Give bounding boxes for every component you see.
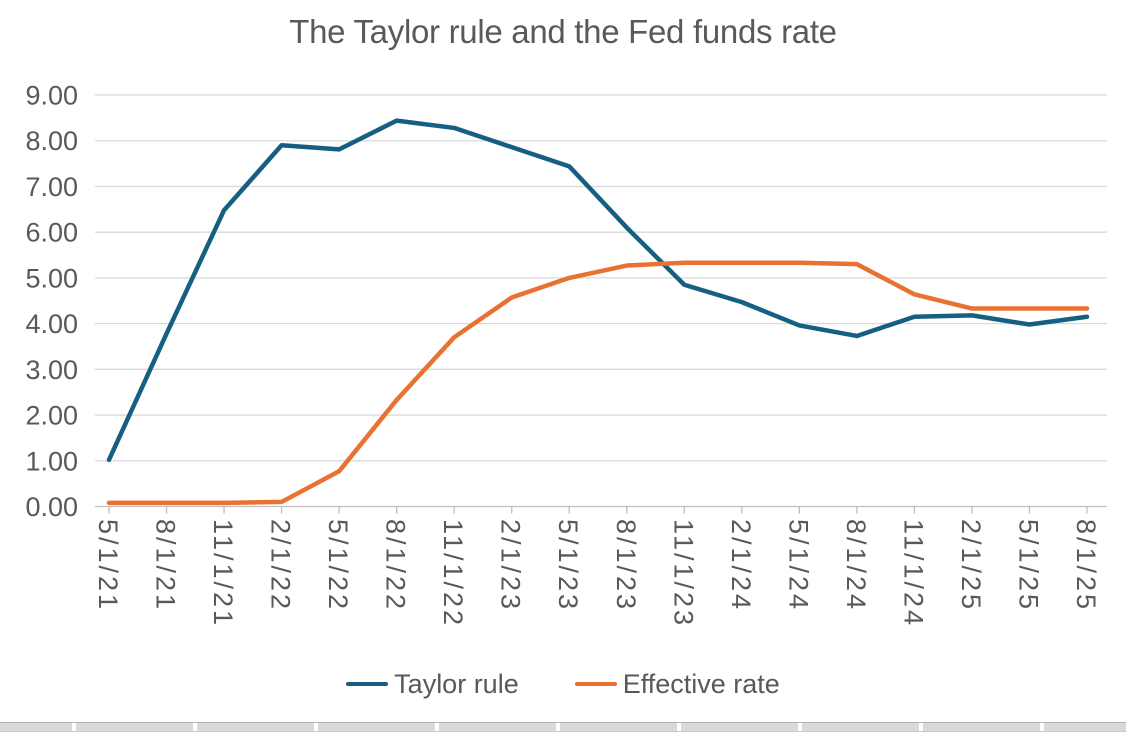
x-axis-tick-label: 8/1/22	[381, 519, 411, 612]
x-axis-tick-label: 2/1/23	[496, 519, 526, 612]
x-axis-tick-label: 8/1/23	[611, 519, 641, 612]
legend-label-taylor-rule: Taylor rule	[394, 668, 519, 699]
series-line-effective-rate	[106, 260, 1090, 506]
y-axis-tick-label: 0.00	[25, 492, 78, 522]
cell-divider	[435, 723, 439, 731]
x-axis-tick-label: 2/1/22	[266, 519, 296, 612]
x-axis-tick-label: 2/1/25	[956, 519, 986, 612]
y-axis-tick-label: 1.00	[25, 446, 78, 476]
cell-divider	[556, 723, 560, 731]
y-axis-tick-label: 5.00	[25, 263, 78, 293]
x-axis-tick-label: 5/1/22	[323, 519, 353, 612]
cell-divider	[1040, 723, 1044, 731]
x-axis-tick-label: 11/1/23	[668, 519, 698, 628]
spreadsheet-cells-strip	[0, 722, 1126, 732]
x-axis-tick-label: 5/1/23	[553, 519, 583, 612]
cell-divider	[919, 723, 923, 731]
cell-divider	[798, 723, 802, 731]
series-line-taylor-rule	[106, 118, 1090, 463]
y-axis-tick-label: 6.00	[25, 218, 78, 248]
cell-divider	[314, 723, 318, 731]
legend-swatch-taylor-rule	[346, 681, 389, 687]
y-axis-tick-label: 8.00	[25, 126, 78, 156]
x-axis-tick-label: 5/1/24	[783, 519, 813, 612]
cell-divider	[193, 723, 197, 731]
legend-item-taylor-rule: Taylor rule	[346, 669, 519, 700]
legend-label-effective-rate: Effective rate	[622, 668, 780, 699]
legend-item-effective-rate: Effective rate	[574, 668, 780, 700]
chart-legend: Taylor rule Effective rate	[0, 667, 1126, 701]
x-axis-tick-label: 11/1/21	[208, 519, 238, 628]
cell-divider	[677, 723, 681, 731]
x-axis-tick-label: 2/1/24	[726, 519, 756, 612]
x-axis-tick-label: 11/1/22	[438, 519, 468, 628]
y-axis-tick-label: 4.00	[25, 309, 78, 339]
y-axis-tick-label: 9.00	[25, 81, 78, 111]
x-axis-tick-label: 5/1/21	[93, 519, 123, 612]
x-axis-tick-label: 8/1/24	[841, 519, 871, 612]
y-axis-tick-label: 2.00	[25, 401, 78, 431]
x-axis-tick-label: 8/1/21	[151, 519, 181, 612]
x-axis-tick-label: 5/1/25	[1013, 519, 1043, 612]
y-axis-tick-label: 7.00	[25, 172, 78, 202]
cell-divider	[72, 723, 76, 731]
y-axis-tick-label: 3.00	[25, 355, 78, 385]
x-axis-tick-label: 11/1/24	[898, 519, 928, 628]
chart-title: The Taylor rule and the Fed funds rate	[289, 13, 837, 50]
legend-swatch-effective-rate	[574, 681, 617, 687]
x-axis-tick-label: 8/1/25	[1071, 519, 1101, 612]
